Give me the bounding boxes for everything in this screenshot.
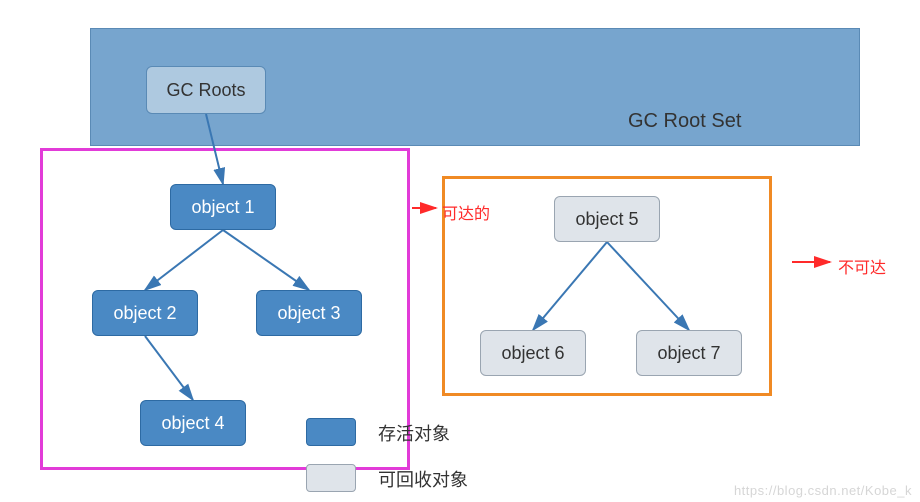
node-object-4: object 4: [140, 400, 246, 446]
watermark: https://blog.csdn.net/Kobe_k: [734, 483, 912, 498]
node-object-5: object 5: [554, 196, 660, 242]
node-object-1: object 1: [170, 184, 276, 230]
node-label: object 5: [575, 209, 638, 230]
node-gc-roots: GC Roots: [146, 66, 266, 114]
node-object-6: object 6: [480, 330, 586, 376]
node-label: object 6: [501, 343, 564, 364]
legend-alive-swatch: [306, 418, 356, 446]
node-label: GC Roots: [166, 80, 245, 101]
gc-root-set-label: GC Root Set: [628, 110, 741, 133]
node-label: object 2: [113, 303, 176, 324]
node-object-2: object 2: [92, 290, 198, 336]
node-label: object 1: [191, 197, 254, 218]
legend-recyclable-label: 可回收对象: [378, 466, 468, 492]
node-object-3: object 3: [256, 290, 362, 336]
node-label: object 3: [277, 303, 340, 324]
node-label: object 7: [657, 343, 720, 364]
reachable-annotation: 可达的: [442, 200, 490, 224]
node-label: object 4: [161, 413, 224, 434]
legend-alive-label: 存活对象: [378, 420, 450, 446]
unreachable-annotation: 不可达: [838, 254, 886, 278]
node-object-7: object 7: [636, 330, 742, 376]
legend-recyclable-swatch: [306, 464, 356, 492]
